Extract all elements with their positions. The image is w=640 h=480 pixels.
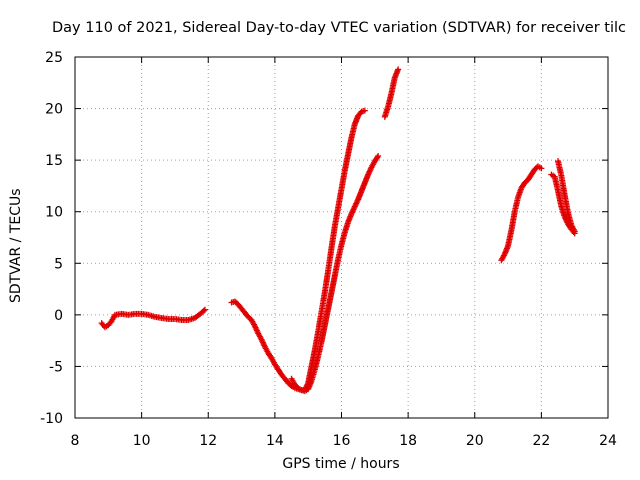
x-tick-label: 22 xyxy=(532,433,550,449)
data-point xyxy=(395,66,402,73)
y-tick-label: -5 xyxy=(49,359,63,375)
data-point xyxy=(200,307,207,314)
x-tick-label: 20 xyxy=(466,433,484,449)
x-tick-label: 8 xyxy=(71,433,80,449)
y-tick-label: 15 xyxy=(45,153,63,169)
x-tick-label: 18 xyxy=(399,433,417,449)
plot-frame xyxy=(74,56,609,419)
data-series xyxy=(98,306,208,331)
x-tick-label: 12 xyxy=(199,433,217,449)
data-series xyxy=(228,107,368,394)
y-tick-label: 0 xyxy=(54,308,63,324)
y-tick-label: 5 xyxy=(54,256,63,272)
y-tick-label: 20 xyxy=(45,102,63,118)
x-tick-label: 14 xyxy=(266,433,284,449)
y-tick-label: -10 xyxy=(40,411,63,427)
x-tick-label: 24 xyxy=(599,433,617,449)
data-series xyxy=(555,158,578,235)
x-tick-label: 16 xyxy=(333,433,351,449)
data-series xyxy=(498,163,545,264)
chart-title: Day 110 of 2021, Sidereal Day-to-day VTE… xyxy=(52,20,626,36)
data-series xyxy=(288,153,382,395)
data-point xyxy=(375,153,382,160)
data-point xyxy=(538,165,545,172)
data-point xyxy=(374,154,381,161)
data-series xyxy=(381,66,402,120)
data-point xyxy=(201,306,208,313)
data-point xyxy=(571,228,578,235)
x-tick-label: 10 xyxy=(133,433,151,449)
x-axis-label: GPS time / hours xyxy=(282,456,400,472)
y-tick-label: 25 xyxy=(45,50,63,66)
data-point xyxy=(361,107,368,114)
y-tick-label: 10 xyxy=(45,205,63,221)
